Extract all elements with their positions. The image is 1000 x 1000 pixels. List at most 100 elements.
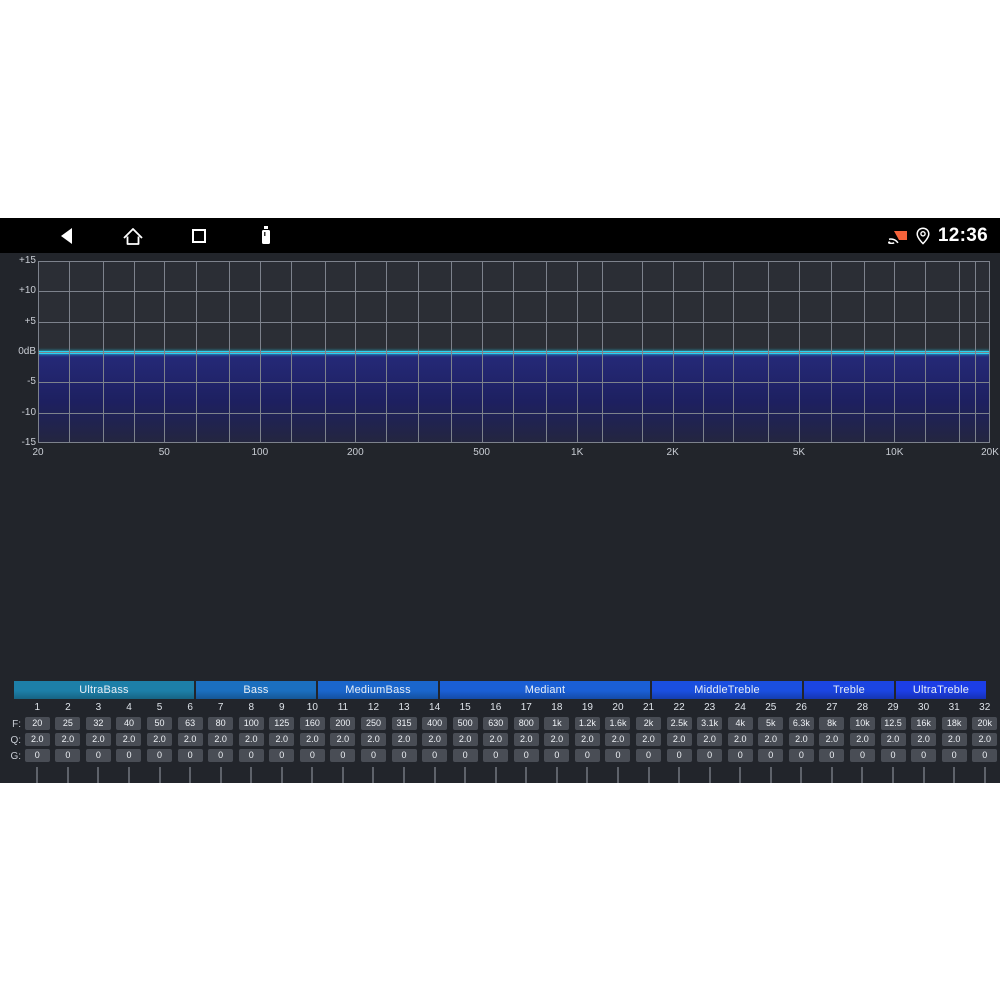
band-frequency-chip[interactable]: 12.5: [880, 717, 906, 730]
band-gain-chip[interactable]: 0: [238, 749, 264, 762]
band-gain-chip[interactable]: 0: [483, 749, 509, 762]
band-group-middletreble[interactable]: MiddleTreble: [652, 681, 802, 699]
band-slider[interactable]: [389, 767, 420, 783]
band-gain-chip[interactable]: 0: [758, 749, 784, 762]
band-quality-chip[interactable]: 2.0: [85, 733, 111, 746]
slider-track[interactable]: [342, 767, 344, 783]
band-group-treble[interactable]: Treble: [804, 681, 894, 699]
band-slider[interactable]: [205, 767, 236, 783]
band-slider[interactable]: [725, 767, 756, 783]
band-gain-chip[interactable]: 0: [208, 749, 234, 762]
usb-indicator[interactable]: [243, 218, 289, 253]
slider-track[interactable]: [617, 767, 619, 783]
band-quality-chip[interactable]: 2.0: [911, 733, 937, 746]
band-quality-chip[interactable]: 2.0: [330, 733, 356, 746]
band-gain-chip[interactable]: 0: [911, 749, 937, 762]
band-frequency-chip[interactable]: 40: [116, 717, 142, 730]
band-slider[interactable]: [542, 767, 573, 783]
slider-track[interactable]: [67, 767, 69, 783]
band-slider[interactable]: [236, 767, 267, 783]
band-gain-chip[interactable]: 0: [24, 749, 50, 762]
slider-track[interactable]: [495, 767, 497, 783]
band-quality-chip[interactable]: 2.0: [513, 733, 539, 746]
back-button[interactable]: [43, 218, 89, 253]
band-quality-chip[interactable]: 2.0: [697, 733, 723, 746]
band-slider[interactable]: [511, 767, 542, 783]
band-frequency-chip[interactable]: 160: [299, 717, 325, 730]
band-slider[interactable]: [53, 767, 84, 783]
slider-track[interactable]: [250, 767, 252, 783]
band-gain-chip[interactable]: 0: [666, 749, 692, 762]
slider-track[interactable]: [403, 767, 405, 783]
band-gain-chip[interactable]: 0: [55, 749, 81, 762]
band-quality-chip[interactable]: 2.0: [483, 733, 509, 746]
band-slider[interactable]: [633, 767, 664, 783]
band-frequency-chip[interactable]: 50: [147, 717, 173, 730]
band-slider[interactable]: [144, 767, 175, 783]
band-gain-chip[interactable]: 0: [330, 749, 356, 762]
slider-track[interactable]: [281, 767, 283, 783]
band-gain-chip[interactable]: 0: [941, 749, 967, 762]
band-slider[interactable]: [572, 767, 603, 783]
band-quality-chip[interactable]: 2.0: [147, 733, 173, 746]
slider-track[interactable]: [189, 767, 191, 783]
slider-track[interactable]: [648, 767, 650, 783]
band-frequency-chip[interactable]: 500: [452, 717, 478, 730]
band-quality-chip[interactable]: 2.0: [758, 733, 784, 746]
band-quality-chip[interactable]: 2.0: [116, 733, 142, 746]
band-gain-chip[interactable]: 0: [177, 749, 203, 762]
band-gain-chip[interactable]: 0: [819, 749, 845, 762]
recents-button[interactable]: [176, 218, 222, 253]
slider-track[interactable]: [97, 767, 99, 783]
slider-track[interactable]: [464, 767, 466, 783]
band-frequency-chip[interactable]: 20: [24, 717, 50, 730]
slider-track[interactable]: [800, 767, 802, 783]
band-gain-chip[interactable]: 0: [605, 749, 631, 762]
band-frequency-chip[interactable]: 25: [55, 717, 81, 730]
slider-track[interactable]: [892, 767, 894, 783]
band-quality-chip[interactable]: 2.0: [819, 733, 845, 746]
band-quality-chip[interactable]: 2.0: [574, 733, 600, 746]
band-slider[interactable]: [480, 767, 511, 783]
band-slider[interactable]: [267, 767, 298, 783]
band-quality-chip[interactable]: 2.0: [299, 733, 325, 746]
band-slider[interactable]: [969, 767, 1000, 783]
band-frequency-chip[interactable]: 16k: [911, 717, 937, 730]
slider-track[interactable]: [159, 767, 161, 783]
eq-response-graph[interactable]: +15 +10 +5 0dB -5 -10 -15 20 50 100 200 500 1K 2K 5K 1…: [0, 253, 1000, 470]
band-slider[interactable]: [786, 767, 817, 783]
slider-track[interactable]: [709, 767, 711, 783]
slider-track[interactable]: [220, 767, 222, 783]
band-slider[interactable]: [908, 767, 939, 783]
band-frequency-chip[interactable]: 2.5k: [666, 717, 692, 730]
band-group-mediant[interactable]: Mediant: [440, 681, 650, 699]
band-frequency-chip[interactable]: 80: [208, 717, 234, 730]
band-slider[interactable]: [175, 767, 206, 783]
slider-track[interactable]: [770, 767, 772, 783]
band-slider[interactable]: [817, 767, 848, 783]
slider-track[interactable]: [525, 767, 527, 783]
band-quality-chip[interactable]: 2.0: [269, 733, 295, 746]
band-slider[interactable]: [114, 767, 145, 783]
graph-plot-area[interactable]: [38, 261, 990, 443]
band-quality-chip[interactable]: 2.0: [208, 733, 234, 746]
band-frequency-chip[interactable]: 400: [422, 717, 448, 730]
band-slider[interactable]: [419, 767, 450, 783]
band-gain-chip[interactable]: 0: [391, 749, 417, 762]
band-group-mediumbass[interactable]: MediumBass: [318, 681, 438, 699]
band-gain-chip[interactable]: 0: [727, 749, 753, 762]
slider-track[interactable]: [311, 767, 313, 783]
slider-track[interactable]: [36, 767, 38, 783]
slider-track[interactable]: [586, 767, 588, 783]
band-slider[interactable]: [22, 767, 53, 783]
slider-track[interactable]: [953, 767, 955, 783]
band-group-ultratreble[interactable]: UltraTreble: [896, 681, 986, 699]
band-frequency-chip[interactable]: 1k: [544, 717, 570, 730]
band-frequency-chip[interactable]: 3.1k: [697, 717, 723, 730]
slider-track[interactable]: [556, 767, 558, 783]
band-slider[interactable]: [328, 767, 359, 783]
band-frequency-chip[interactable]: 1.6k: [605, 717, 631, 730]
band-gain-chip[interactable]: 0: [574, 749, 600, 762]
band-frequency-chip[interactable]: 100: [238, 717, 264, 730]
band-frequency-chip[interactable]: 5k: [758, 717, 784, 730]
